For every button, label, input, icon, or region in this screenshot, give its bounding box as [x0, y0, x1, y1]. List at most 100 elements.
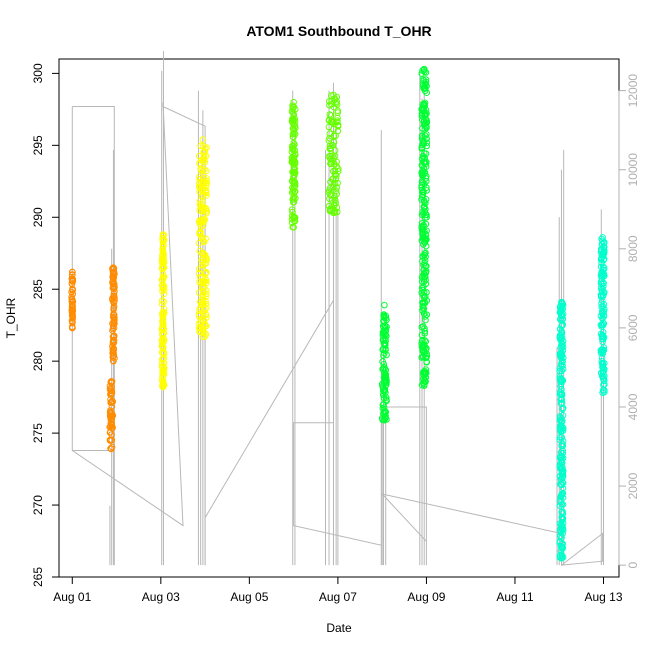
data-point [107, 378, 115, 385]
data-point [203, 175, 210, 182]
data-point [109, 295, 116, 302]
data-point [418, 211, 426, 219]
data-point [334, 107, 342, 114]
data-point [419, 346, 426, 354]
data-point [557, 305, 564, 313]
data-point [418, 220, 426, 227]
data-point [380, 339, 388, 347]
data-point [597, 347, 605, 354]
data-point [325, 98, 333, 105]
x-axis-label: Date [326, 621, 352, 635]
data-point [559, 515, 567, 522]
data-point [559, 489, 567, 497]
data-point [108, 410, 116, 417]
data-point [383, 351, 390, 359]
data-point [110, 264, 117, 271]
data-point [559, 510, 567, 517]
data-point [557, 316, 564, 323]
data-point [195, 320, 203, 328]
data-point [559, 424, 567, 432]
data-point [290, 224, 297, 231]
data-point [203, 314, 210, 321]
data-point [289, 115, 296, 123]
y-tick-label: 280 [31, 351, 45, 371]
data-point [290, 98, 297, 106]
data-point [291, 115, 299, 122]
data-point [111, 320, 118, 327]
data-point [331, 152, 339, 160]
data-point [331, 196, 339, 204]
data-point [330, 209, 337, 217]
data-point [68, 312, 76, 320]
data-point [600, 372, 608, 380]
data-point [380, 410, 387, 417]
data-point [418, 135, 426, 142]
data-point [68, 280, 76, 287]
data-point [558, 349, 566, 357]
data-point [160, 305, 168, 313]
data-point [380, 330, 387, 338]
x-tick-label: Aug 11 [496, 590, 533, 604]
data-point [159, 383, 167, 391]
data-point [326, 111, 334, 118]
data-point [559, 341, 566, 348]
data-point [423, 359, 431, 366]
data-point [420, 164, 428, 172]
data-point [325, 123, 333, 131]
data-point [558, 298, 565, 306]
data-point [558, 520, 565, 528]
data-point [203, 304, 210, 312]
data-point [379, 358, 386, 365]
data-point [556, 502, 564, 510]
data-point [418, 132, 426, 139]
data-point [106, 412, 114, 419]
data-point [196, 176, 204, 183]
data-point [69, 290, 77, 298]
data-point [109, 349, 116, 357]
data-point [380, 391, 387, 398]
data-point [558, 328, 565, 335]
data-point [69, 271, 76, 278]
data-point [559, 454, 567, 462]
data-point [106, 385, 114, 393]
data-point [558, 312, 565, 320]
data-point [559, 474, 566, 482]
data-point [558, 490, 566, 498]
data-point [380, 324, 387, 331]
chart-title: ATOM1 Southbound T_OHR [246, 23, 431, 39]
data-point [199, 136, 207, 143]
data-point [196, 159, 203, 167]
x-tick-label: Aug 13 [584, 590, 622, 604]
data-point [160, 273, 167, 280]
data-point [331, 96, 339, 103]
data-point [330, 91, 337, 99]
data-point [199, 206, 207, 213]
y-axis: 265 270 275 280 285 290 295 300 [31, 63, 60, 587]
data-point [290, 199, 297, 206]
data-point [422, 230, 429, 238]
data-point [422, 374, 430, 381]
data-point [108, 399, 116, 407]
data-point [600, 308, 608, 315]
data-point [380, 374, 388, 381]
data-point [196, 184, 204, 191]
data-point [333, 184, 341, 191]
data-point [291, 122, 299, 130]
data-point [291, 158, 299, 166]
right-y-axis: 0 2000 4000 6000 8000 10000 12000 [618, 74, 640, 568]
data-point [197, 318, 204, 326]
data-point [290, 183, 298, 190]
x-tick-label: Aug 01 [53, 590, 91, 604]
data-point [420, 139, 427, 146]
data-point [419, 303, 427, 310]
data-point [201, 148, 208, 156]
data-point [160, 298, 167, 306]
data-point [289, 130, 297, 138]
data-point [111, 297, 118, 304]
y-tick-label: 290 [31, 207, 45, 227]
data-point [600, 243, 608, 251]
data-point [199, 333, 207, 341]
data-point [107, 436, 114, 444]
data-point [110, 277, 117, 284]
